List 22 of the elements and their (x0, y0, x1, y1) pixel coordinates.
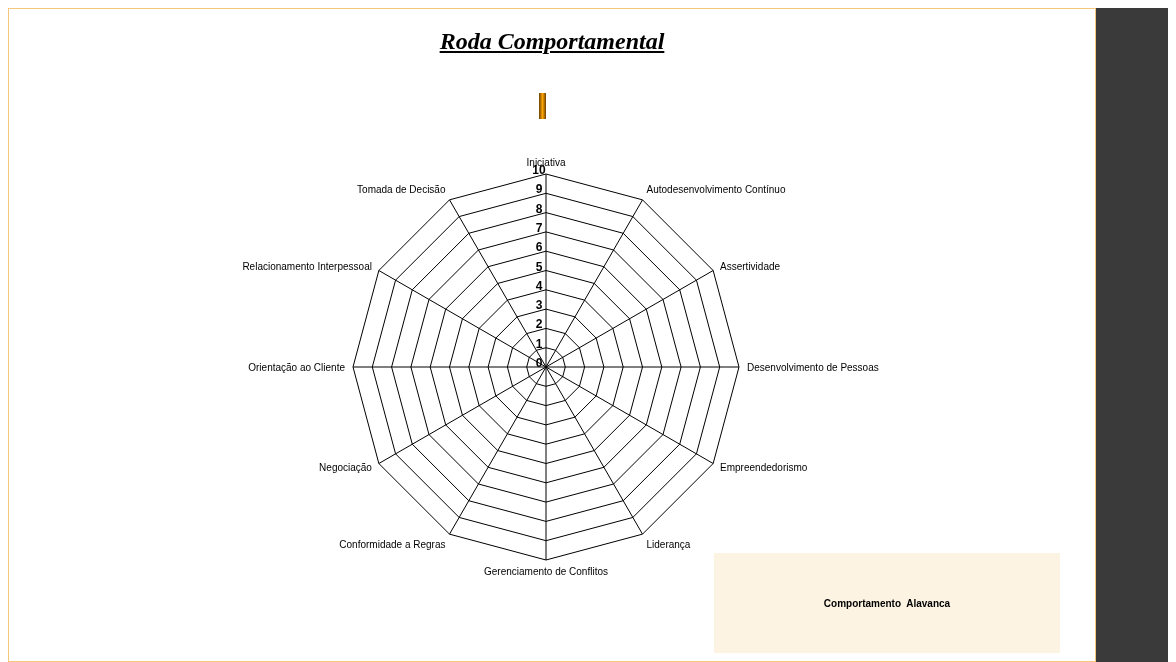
y-tick-label: 1 (535, 336, 543, 351)
spoke-label: Autodesenvolvimento Contínuo (646, 183, 786, 195)
y-tick-label: 5 (535, 259, 543, 274)
spoke-label: Liderança (646, 539, 691, 551)
text: Roda Comportamental (438, 28, 666, 55)
spoke-label: Empreendedorismo (720, 462, 808, 474)
spoke-label: Tomada de Decisão (357, 183, 446, 195)
spoke-label: Orientação ao Cliente (248, 361, 346, 373)
y-tick-label: 8 (535, 201, 543, 216)
spoke-label: Desenvolvimento de Pessoas (747, 361, 879, 373)
y-tick-label: 6 (535, 240, 543, 255)
spoke-label: Negociação (319, 462, 373, 474)
spoke-label: Conformidade a Regras (339, 539, 446, 551)
spoke-label: Assertividade (720, 261, 781, 273)
spoke-label: Gerenciamento de Conflitos (484, 566, 608, 578)
y-tick-label: 2 (535, 317, 543, 332)
y-tick-label: 4 (535, 278, 543, 293)
y-tick-label: 7 (535, 220, 543, 235)
y-tick-label: 9 (535, 182, 543, 197)
spoke-label: Relacionamento Interpessoal (242, 261, 372, 273)
text: Comportamento Alavanca (714, 553, 1060, 653)
y-tick-label: 3 (535, 298, 543, 313)
